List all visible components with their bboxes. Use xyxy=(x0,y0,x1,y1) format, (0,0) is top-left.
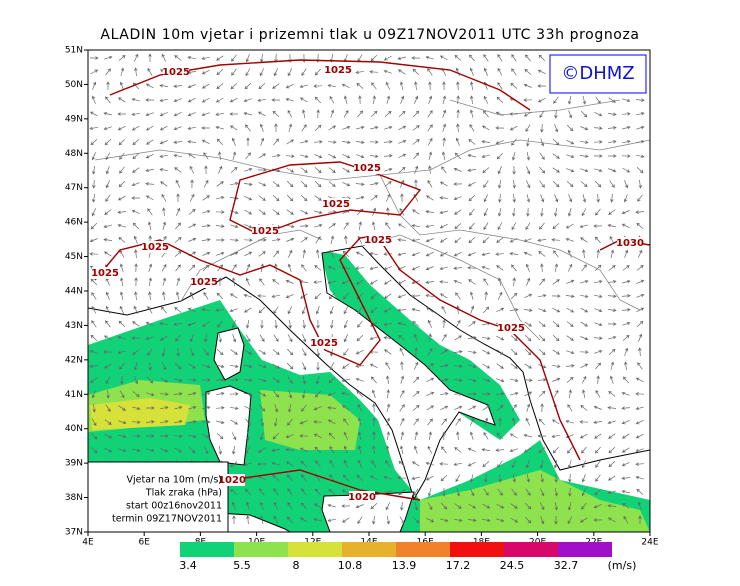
lat-label: 51N xyxy=(65,46,83,56)
isobar-label: 1025 xyxy=(364,235,392,246)
logo-box xyxy=(549,54,647,94)
legend-swatch xyxy=(450,542,504,557)
isobar-label-bg xyxy=(325,64,351,76)
legend-level: 5.5 xyxy=(233,559,251,572)
legend-swatch xyxy=(504,542,558,557)
legend-swatch xyxy=(342,542,396,557)
info-line: Tlak zraka (hPa) xyxy=(145,488,222,499)
lat-label: 40N xyxy=(65,424,83,434)
lat-label: 44N xyxy=(65,287,83,297)
legend-level: 17.2 xyxy=(446,559,471,572)
isobar-label-bg xyxy=(311,337,337,349)
lat-label: 39N xyxy=(65,459,83,469)
legend-swatch xyxy=(288,542,342,557)
isobar-label: 1020 xyxy=(218,475,246,486)
legend-swatch xyxy=(180,542,234,557)
isobar-label-bg xyxy=(498,322,524,334)
isobar-label-bg xyxy=(163,66,189,78)
isobar-label: 1025 xyxy=(251,226,279,237)
legend-level: 24.5 xyxy=(500,559,525,572)
isobar-label: 1025 xyxy=(322,199,350,210)
info-line: Vjetar na 10m (m/s) xyxy=(127,475,223,486)
isobar-label-bg xyxy=(252,225,278,237)
legend-swatch xyxy=(396,542,450,557)
legend-level: 10.8 xyxy=(338,559,363,572)
isobar-label: 1025 xyxy=(190,277,218,288)
lat-label: 48N xyxy=(65,149,83,159)
isobar-label: 1025 xyxy=(141,242,169,253)
lat-label: 49N xyxy=(65,114,83,124)
info-line: termin 09Z17NOV2011 xyxy=(112,514,222,525)
isobar-label-bg xyxy=(191,276,217,288)
logo: ©DHMZ xyxy=(561,63,634,84)
lat-label: 45N xyxy=(65,252,83,262)
info-box xyxy=(87,461,229,533)
legend-swatch xyxy=(558,542,612,557)
lat-label: 50N xyxy=(65,80,83,90)
isobar-label: 1025 xyxy=(353,163,381,174)
info-line: start 00z16nov2011 xyxy=(126,501,222,512)
isobar-label: 1025 xyxy=(310,338,338,349)
isobar-label-bg xyxy=(142,241,168,253)
isobar-label-bg xyxy=(92,267,118,279)
map-title: ALADIN 10m vjetar i prizemni tlak u 09Z1… xyxy=(100,27,639,43)
legend-level: 13.9 xyxy=(392,559,417,572)
isobar-label-bg xyxy=(323,198,349,210)
lon-label: 6E xyxy=(138,538,150,548)
legend-level: 32.7 xyxy=(554,559,579,572)
lat-label: 42N xyxy=(65,355,83,365)
lon-label: 24E xyxy=(641,538,658,548)
isobar-label: 1020 xyxy=(348,492,376,503)
legend-level: 3.4 xyxy=(179,559,197,572)
legend-unit: (m/s) xyxy=(608,559,637,572)
isobar-label-bg xyxy=(617,237,643,249)
isobar-label: 1025 xyxy=(324,65,352,76)
isobar-label-bg xyxy=(365,234,391,246)
legend-level: 8 xyxy=(293,559,300,572)
lat-label: 46N xyxy=(65,218,83,228)
legend-swatch xyxy=(234,542,288,557)
map-layers xyxy=(88,50,650,532)
isobar-label-bg xyxy=(219,474,245,486)
lat-label: 41N xyxy=(65,390,83,400)
isobar-label: 1025 xyxy=(162,67,190,78)
lon-label: 4E xyxy=(82,538,94,548)
lat-label: 43N xyxy=(65,321,83,331)
lat-label: 38N xyxy=(65,493,83,503)
lat-label: 37N xyxy=(65,528,83,538)
isobar-label: 1025 xyxy=(497,323,525,334)
isobar-label-bg xyxy=(354,162,380,174)
isobar-label-bg xyxy=(349,491,375,503)
isobar-label: 1030 xyxy=(616,238,644,249)
lat-label: 47N xyxy=(65,183,83,193)
isobar-label: 1025 xyxy=(91,268,119,279)
